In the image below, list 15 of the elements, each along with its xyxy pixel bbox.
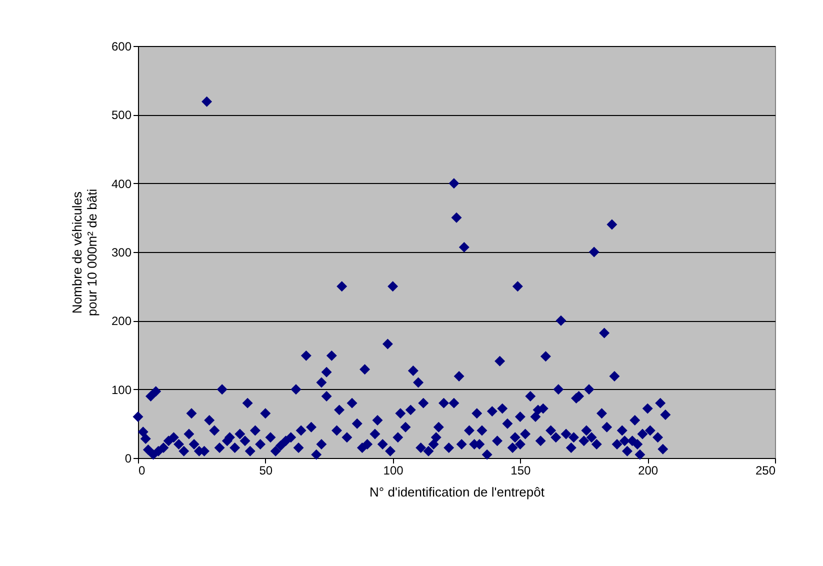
- y-tick-label: 600: [111, 40, 132, 54]
- x-tick-label: 150: [510, 464, 532, 478]
- x-tick-label: 200: [638, 464, 658, 478]
- y-axis-title: Nombre de véhicules pour 10 000m² de bâti: [69, 188, 100, 316]
- y-tick-label: 500: [111, 108, 132, 122]
- x-tick-label: 50: [259, 464, 273, 478]
- y-tick-label: 0: [124, 452, 132, 466]
- x-axis-title: N° d'identification de l'entrepôt: [370, 484, 545, 500]
- x-tick-label: 250: [755, 464, 776, 478]
- y-tick-label: 300: [111, 246, 132, 260]
- y-tick-label: 200: [111, 314, 132, 328]
- x-tick-label: 0: [138, 464, 146, 478]
- y-tick-label: 100: [111, 382, 132, 397]
- x-tick-label: 100: [383, 464, 404, 478]
- y-tick-label: 400: [111, 176, 132, 191]
